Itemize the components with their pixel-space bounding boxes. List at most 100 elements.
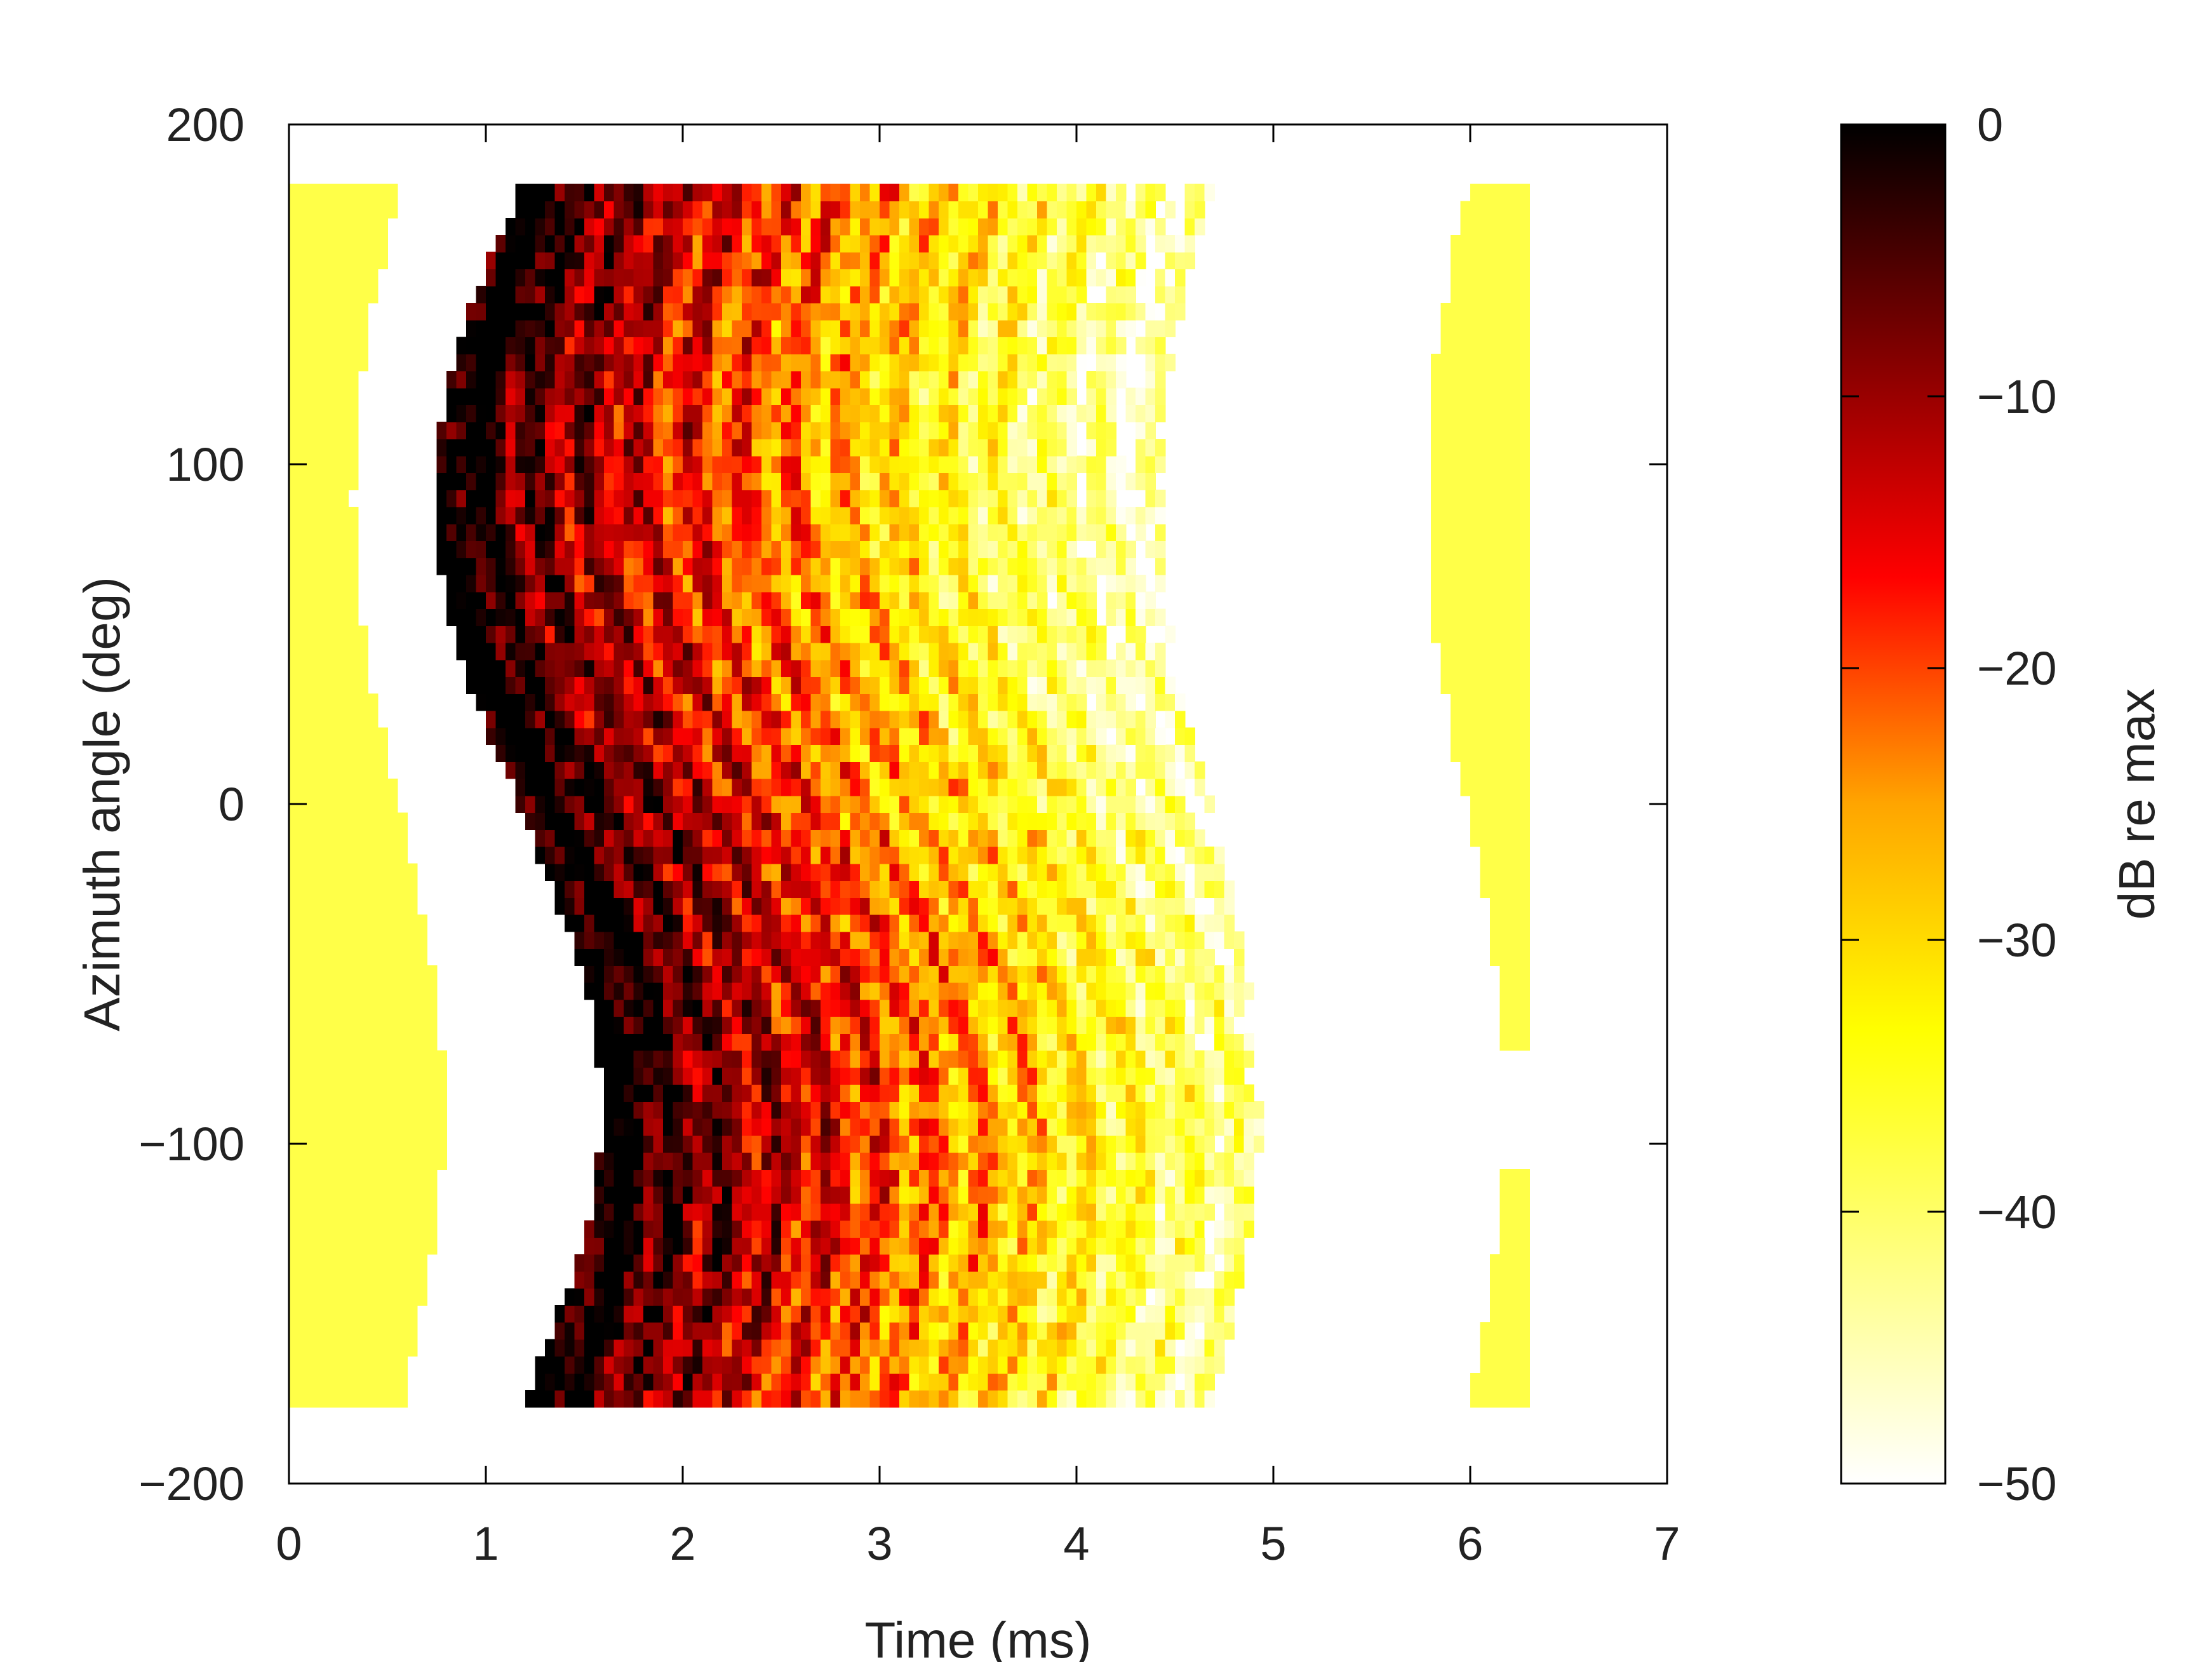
heatmap-cell bbox=[761, 1390, 772, 1408]
heatmap-cell bbox=[742, 626, 753, 643]
heatmap-cell bbox=[1184, 761, 1195, 779]
heatmap-cell bbox=[1057, 1016, 1068, 1034]
heatmap-cell bbox=[1037, 1016, 1048, 1034]
heatmap-cell bbox=[722, 829, 733, 847]
heatmap-cell bbox=[880, 676, 890, 694]
heatmap-cell bbox=[574, 863, 585, 881]
heatmap-cell bbox=[613, 1356, 624, 1374]
heatmap-cell bbox=[880, 846, 890, 864]
heatmap-cell bbox=[633, 897, 644, 915]
heatmap-cell bbox=[1106, 1169, 1116, 1187]
heatmap-cell bbox=[958, 965, 969, 983]
heatmap-cell bbox=[791, 744, 801, 762]
heatmap-cell bbox=[417, 948, 427, 966]
heatmap-cell bbox=[348, 1203, 359, 1221]
heatmap-cell bbox=[613, 1237, 624, 1255]
heatmap-cell bbox=[309, 727, 319, 746]
heatmap-cell bbox=[368, 1050, 379, 1068]
heatmap-cell bbox=[712, 812, 723, 830]
heatmap-cell bbox=[358, 1152, 368, 1170]
heatmap-cell bbox=[407, 897, 418, 915]
heatmap-cell bbox=[1519, 1203, 1530, 1221]
heatmap-cell bbox=[604, 1271, 615, 1289]
heatmap-cell bbox=[1165, 1271, 1176, 1289]
heatmap-cell bbox=[1184, 1203, 1195, 1221]
heatmap-cell bbox=[673, 1373, 683, 1391]
heatmap-cell bbox=[1125, 761, 1136, 779]
heatmap-cell bbox=[417, 999, 427, 1017]
heatmap-cell bbox=[968, 642, 979, 660]
heatmap-cell bbox=[387, 948, 398, 966]
heatmap-cell bbox=[850, 863, 861, 881]
heatmap-cell bbox=[1007, 659, 1018, 678]
heatmap-cell bbox=[860, 1186, 871, 1204]
heatmap-cell bbox=[309, 676, 319, 694]
heatmap-cell bbox=[692, 422, 703, 439]
heatmap-cell bbox=[387, 1067, 398, 1085]
heatmap-cell bbox=[771, 1016, 782, 1034]
heatmap-cell bbox=[801, 948, 812, 966]
heatmap-cell bbox=[958, 1339, 969, 1357]
heatmap-cell bbox=[377, 1084, 388, 1102]
heatmap-cell bbox=[673, 1084, 683, 1102]
heatmap-cell bbox=[515, 422, 526, 439]
heatmap-cell bbox=[594, 863, 605, 881]
heatmap-cell bbox=[1027, 1033, 1038, 1051]
heatmap-cell bbox=[1106, 438, 1116, 457]
heatmap-cell bbox=[1480, 523, 1491, 542]
heatmap-cell bbox=[318, 1186, 329, 1204]
heatmap-cell bbox=[574, 438, 585, 457]
heatmap-cell bbox=[801, 1220, 812, 1238]
heatmap-cell bbox=[781, 1050, 792, 1068]
heatmap-cell bbox=[673, 626, 683, 643]
heatmap-cell bbox=[1076, 659, 1087, 678]
heatmap-cell bbox=[722, 931, 733, 949]
heatmap-cell bbox=[653, 1067, 664, 1085]
heatmap-cell bbox=[1460, 490, 1471, 507]
heatmap-cell bbox=[869, 608, 880, 626]
heatmap-cell bbox=[702, 608, 713, 626]
heatmap-cell bbox=[869, 999, 880, 1017]
heatmap-cell bbox=[978, 1118, 989, 1136]
heatmap-cell bbox=[998, 1186, 1009, 1204]
heatmap-cell bbox=[988, 490, 998, 507]
heatmap-cell bbox=[702, 795, 713, 814]
heatmap-cell bbox=[1027, 676, 1038, 694]
heatmap-cell bbox=[565, 761, 575, 779]
heatmap-cell bbox=[1195, 863, 1205, 881]
heatmap-cell bbox=[781, 1254, 792, 1272]
heatmap-cell bbox=[692, 490, 703, 507]
heatmap-cell bbox=[830, 608, 841, 626]
heatmap-cell bbox=[761, 982, 772, 1000]
heatmap-cell bbox=[919, 540, 930, 558]
heatmap-cell bbox=[574, 455, 585, 474]
heatmap-cell bbox=[880, 1305, 890, 1323]
heatmap-cell bbox=[998, 795, 1009, 814]
heatmap-cell bbox=[1076, 1135, 1087, 1153]
heatmap-cell bbox=[683, 863, 694, 881]
heatmap-cell bbox=[830, 897, 841, 915]
heatmap-cell bbox=[1155, 490, 1166, 507]
heatmap-cell bbox=[1076, 1118, 1087, 1136]
heatmap-cell bbox=[1243, 1220, 1254, 1238]
heatmap-cell bbox=[899, 1152, 910, 1170]
heatmap-cell bbox=[328, 1135, 339, 1153]
heatmap-cell bbox=[318, 608, 329, 626]
heatmap-cell bbox=[988, 1169, 998, 1187]
heatmap-cell bbox=[554, 472, 565, 490]
heatmap-cell bbox=[1155, 948, 1166, 966]
heatmap-cell bbox=[1057, 1305, 1068, 1323]
heatmap-cell bbox=[1155, 778, 1166, 796]
heatmap-cell bbox=[565, 455, 575, 474]
heatmap-cell bbox=[495, 540, 506, 558]
heatmap-cell bbox=[840, 948, 851, 966]
heatmap-cell bbox=[318, 1322, 329, 1340]
heatmap-cell bbox=[998, 744, 1009, 762]
heatmap-cell bbox=[742, 846, 753, 864]
heatmap-cell bbox=[683, 1186, 694, 1204]
heatmap-cell bbox=[663, 948, 674, 966]
heatmap-cell bbox=[574, 676, 585, 694]
heatmap-cell bbox=[1086, 1322, 1097, 1340]
heatmap-cell bbox=[613, 931, 624, 949]
